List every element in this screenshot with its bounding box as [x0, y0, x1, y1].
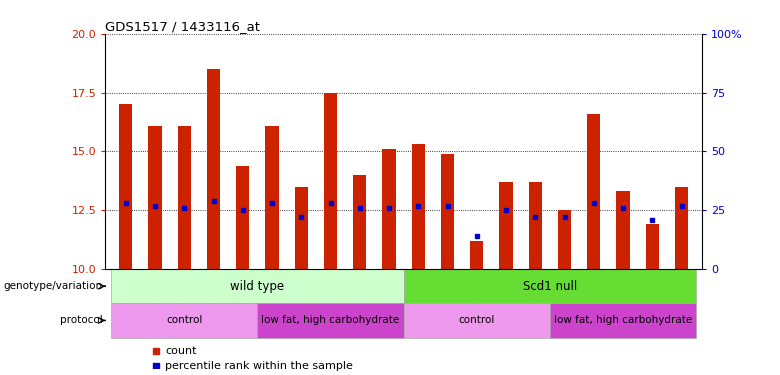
Bar	[148, 126, 161, 269]
Bar	[382, 149, 395, 269]
Bar	[587, 114, 601, 269]
Text: low fat, high carbohydrate: low fat, high carbohydrate	[261, 315, 399, 326]
Bar	[412, 144, 425, 269]
Text: wild type: wild type	[230, 280, 285, 293]
Bar	[550, 303, 697, 338]
Bar	[265, 126, 278, 269]
Bar	[178, 126, 191, 269]
Bar	[441, 154, 454, 269]
Text: genotype/variation: genotype/variation	[3, 281, 102, 291]
Text: percentile rank within the sample: percentile rank within the sample	[165, 361, 353, 371]
Bar	[295, 187, 308, 269]
Bar	[646, 224, 659, 269]
Bar	[558, 210, 571, 269]
Bar	[529, 182, 542, 269]
Bar	[404, 269, 697, 303]
Bar	[499, 182, 512, 269]
Bar	[616, 191, 629, 269]
Bar	[112, 303, 257, 338]
Bar	[324, 93, 337, 269]
Text: Scd1 null: Scd1 null	[523, 280, 577, 293]
Bar	[112, 269, 404, 303]
Text: control: control	[459, 315, 495, 326]
Bar	[119, 104, 133, 269]
Bar	[207, 69, 220, 269]
Text: GDS1517 / 1433116_at: GDS1517 / 1433116_at	[105, 20, 261, 33]
Text: low fat, high carbohydrate: low fat, high carbohydrate	[554, 315, 692, 326]
Bar	[470, 241, 484, 269]
Bar	[675, 187, 688, 269]
Text: control: control	[166, 315, 203, 326]
Bar	[257, 303, 404, 338]
Bar	[353, 175, 367, 269]
Text: count: count	[165, 346, 197, 356]
Text: protocol: protocol	[59, 315, 102, 326]
Bar	[236, 165, 250, 269]
Bar	[404, 303, 550, 338]
